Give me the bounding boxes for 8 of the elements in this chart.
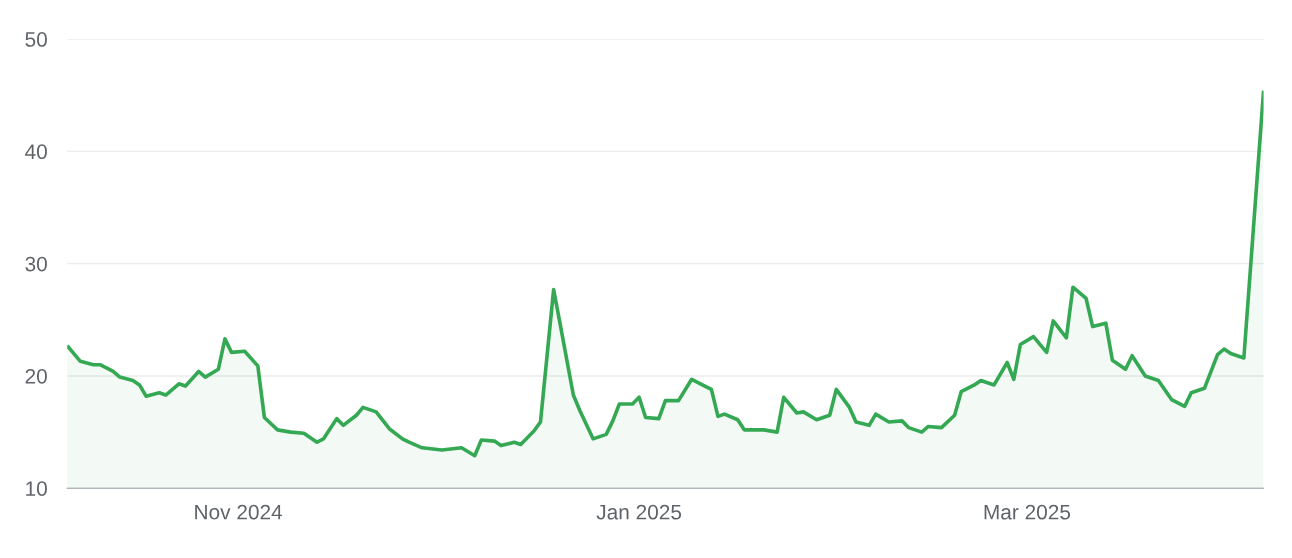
x-tick-label: Jan 2025: [596, 504, 682, 520]
y-tick-label: 30: [25, 256, 47, 272]
x-tick-label: Nov 2024: [195, 504, 283, 520]
y-tick-label: 40: [25, 144, 47, 160]
x-tick-label: Mar 2025: [984, 504, 1071, 520]
y-tick-label: 10: [26, 481, 47, 496]
y-tick-label: 50: [25, 32, 47, 47]
y-tick-label: 20: [25, 368, 47, 384]
